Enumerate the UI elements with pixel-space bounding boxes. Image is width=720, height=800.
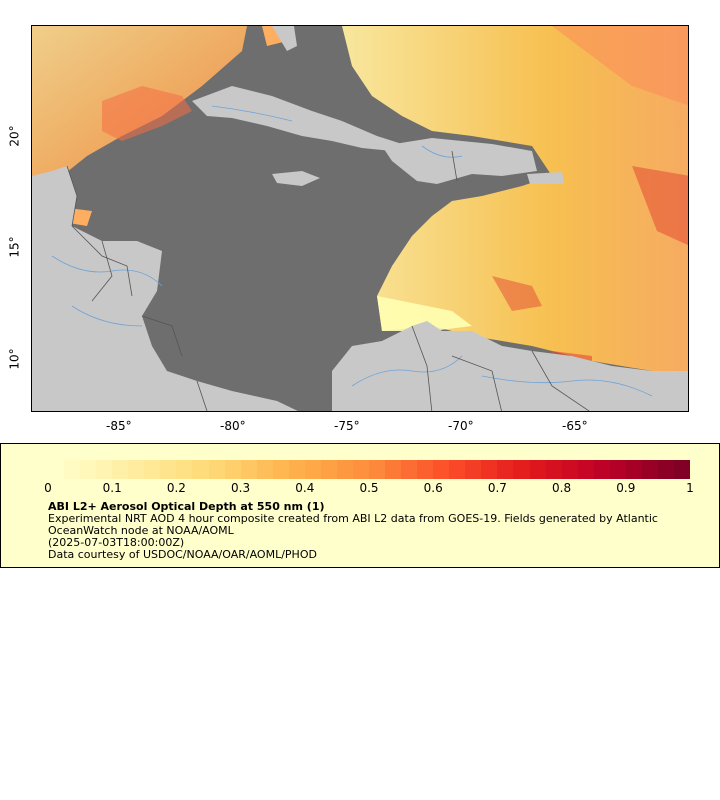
legend-timestamp: (2025-07-03T18:00:00Z) [48, 536, 185, 549]
map-canvas [32, 26, 688, 411]
legend-description: Experimental NRT AOD 4 hour composite cr… [48, 512, 658, 537]
colorbar-swatch [48, 460, 65, 479]
colorbar-swatch [256, 460, 274, 479]
colorbar-tick-label: 0.9 [616, 481, 636, 495]
colorbar-swatch [369, 460, 386, 479]
colorbar-swatch [609, 460, 627, 479]
country-borders [66, 150, 590, 411]
colorbar-tick-label: 0.6 [423, 481, 443, 495]
colorbar-swatch [545, 460, 563, 479]
colorbar-swatch [465, 460, 482, 479]
legend-panel: ABI L2+ Aerosol Optical Depth at 550 nm … [0, 443, 720, 568]
lon-label-70w: -70° [448, 419, 474, 433]
aerosol-field [32, 26, 688, 411]
aod-map [31, 25, 689, 412]
colorbar-swatch [96, 460, 113, 479]
colorbar-tick-label: 0.3 [231, 481, 251, 495]
colorbar-swatch [513, 460, 530, 479]
colorbar-swatch [208, 460, 226, 479]
lat-label-20n: 20° [7, 125, 22, 147]
colorbar-swatch [561, 460, 579, 479]
colorbar-swatch [240, 460, 258, 479]
colorbar-swatch [385, 460, 402, 479]
lon-label-75w: -75° [334, 419, 360, 433]
colorbar-swatch [593, 460, 611, 479]
colorbar-swatch [417, 460, 434, 479]
colorbar [48, 460, 691, 479]
colorbar-swatch [577, 460, 595, 479]
colorbar-swatch [80, 460, 97, 479]
colorbar-swatch [336, 460, 354, 479]
colorbar-tick-label: 1 [686, 481, 694, 495]
colorbar-swatch [625, 460, 643, 479]
colorbar-swatch [304, 460, 322, 479]
colorbar-swatch [320, 460, 338, 479]
colorbar-swatch [497, 460, 514, 479]
colorbar-swatch [144, 460, 161, 479]
colorbar-swatch [401, 460, 418, 479]
lon-label-80w: -80° [220, 419, 246, 433]
colorbar-swatch [160, 460, 177, 479]
colorbar-tick-label: 0.4 [295, 481, 315, 495]
colorbar-swatch [673, 460, 691, 479]
lon-label-65w: -65° [562, 419, 588, 433]
colorbar-tick-label: 0.1 [102, 481, 122, 495]
colorbar-swatch [176, 460, 193, 479]
colorbar-swatch [433, 460, 450, 479]
colorbar-tick-label: 0.5 [359, 481, 379, 495]
colorbar-tick-label: 0.2 [166, 481, 186, 495]
colorbar-swatch [449, 460, 466, 479]
colorbar-swatch [657, 460, 675, 479]
land-masses [32, 26, 688, 411]
lat-label-15n: 15° [7, 236, 22, 258]
colorbar-swatch [352, 460, 370, 479]
legend-credit: Data courtesy of USDOC/NOAA/OAR/AOML/PHO… [48, 548, 317, 561]
colorbar-swatch [288, 460, 306, 479]
lat-label-10n: 10° [7, 348, 22, 370]
colorbar-tick-label: 0.8 [552, 481, 572, 495]
colorbar-swatch [112, 460, 129, 479]
lon-label-85w: -85° [106, 419, 132, 433]
colorbar-tick-label: 0.7 [487, 481, 507, 495]
colorbar-swatch [192, 460, 209, 479]
colorbar-swatch [224, 460, 242, 479]
legend-text: ABI L2+ Aerosol Optical Depth at 550 nm … [48, 501, 688, 561]
colorbar-tick-label: 0 [44, 481, 52, 495]
legend-title: ABI L2+ Aerosol Optical Depth at 550 nm … [48, 500, 325, 513]
colorbar-swatch [529, 460, 547, 479]
colorbar-swatch [641, 460, 659, 479]
rivers [51, 105, 653, 397]
colorbar-swatch [64, 460, 81, 479]
colorbar-swatch [272, 460, 290, 479]
colorbar-swatch [481, 460, 498, 479]
colorbar-swatch [128, 460, 145, 479]
